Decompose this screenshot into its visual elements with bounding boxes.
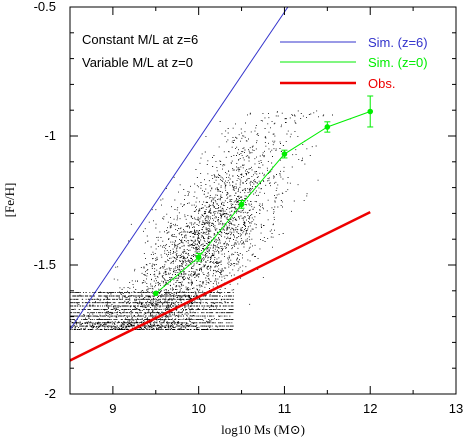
series-1-point bbox=[238, 201, 245, 208]
legend-label-sim-z0: Sim. (z=0) bbox=[368, 55, 428, 70]
tick-labels: 9 10 11 12 13 -0.5 -1 -1.5 -2 bbox=[34, 0, 463, 416]
plot-frame bbox=[69, 6, 457, 395]
x-tick-label: 11 bbox=[278, 401, 292, 416]
x-axis-label: log10 Ms (M⊙) bbox=[221, 422, 305, 437]
x-tick-label: 13 bbox=[449, 401, 463, 416]
scatter-points bbox=[70, 110, 351, 330]
series-1-point bbox=[152, 290, 159, 297]
legend-label-obs: Obs. bbox=[368, 76, 395, 91]
series-1-point bbox=[324, 124, 331, 130]
axis-ticks bbox=[69, 6, 457, 395]
x-tick-label: 9 bbox=[109, 401, 116, 416]
series-1-line bbox=[155, 111, 371, 294]
series-1-point bbox=[281, 151, 288, 157]
series-0-line bbox=[69, 6, 289, 330]
series-1-point bbox=[195, 254, 202, 261]
series-2-line bbox=[69, 210, 371, 362]
legend-label-sim-z6: Sim. (z=6) bbox=[368, 35, 428, 50]
legend: Sim. (z=6) Sim. (z=0) Obs. bbox=[280, 35, 428, 91]
scatter-cloud bbox=[70, 110, 351, 330]
annotation-variable-ml: Variable M/L at z=0 bbox=[82, 55, 193, 70]
x-tick-label: 10 bbox=[191, 401, 205, 416]
y-tick-label: -0.5 bbox=[34, 0, 56, 14]
y-tick-label: -2 bbox=[44, 386, 56, 401]
y-tick-label: -1 bbox=[44, 128, 56, 143]
annotation-constant-ml: Constant M/L at z=6 bbox=[82, 32, 198, 47]
y-axis-label: [Fe/H] bbox=[2, 183, 17, 218]
series-layer bbox=[69, 6, 374, 362]
series-1-point bbox=[367, 108, 374, 115]
y-tick-label: -1.5 bbox=[34, 257, 56, 272]
x-tick-label: 12 bbox=[363, 401, 377, 416]
